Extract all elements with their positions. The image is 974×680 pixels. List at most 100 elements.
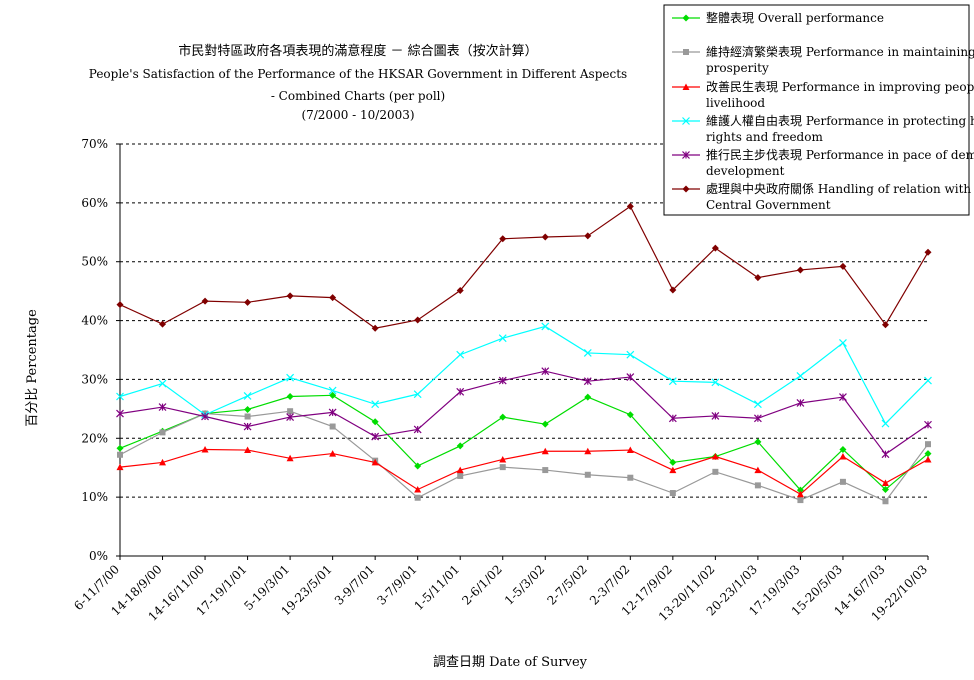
data-point	[584, 447, 592, 455]
data-point	[371, 432, 380, 441]
legend-label: 維持經濟繁榮表現 Performance in maintaining econ…	[706, 44, 974, 75]
data-point	[328, 408, 337, 417]
data-point	[583, 377, 592, 386]
data-point	[796, 266, 804, 274]
data-point	[882, 498, 889, 505]
data-point	[244, 298, 252, 306]
data-point	[924, 376, 932, 385]
legend-label: 改善民生表現 Performance in improving people's…	[706, 79, 974, 110]
data-point	[243, 422, 252, 431]
data-point	[753, 400, 762, 409]
series-line	[119, 410, 929, 503]
x-tick-label: 1-5/3/02	[502, 562, 547, 607]
legend-label: 維護人權自由表現 Performance in protecting human…	[706, 113, 974, 144]
data-point	[371, 418, 379, 426]
y-tick-label: 40%	[81, 314, 108, 328]
y-axis-label: 百分比 Percentage	[25, 309, 40, 427]
series-line	[119, 394, 929, 491]
data-point	[669, 286, 677, 294]
chart-title: 市民對特區政府各項表現的滿意程度 － 綜合圖表（按次計算） People's Sa…	[89, 43, 627, 122]
data-point	[413, 425, 422, 434]
data-point	[683, 49, 689, 55]
data-point	[682, 185, 690, 193]
data-point	[158, 403, 167, 412]
y-tick-label: 0%	[89, 549, 108, 563]
legend-entry: 推行民主步伐表現 Performance in pace of democrat…	[672, 148, 974, 178]
legend-entry: 維持經濟繁榮表現 Performance in maintaining econ…	[672, 44, 974, 75]
y-tick-label: 30%	[81, 372, 108, 386]
data-point	[456, 442, 464, 450]
x-axis-label: 調查日期 Date of Survey	[433, 655, 588, 670]
data-point	[457, 472, 464, 479]
data-point	[754, 274, 762, 282]
data-point	[682, 117, 690, 125]
y-tick-label: 70%	[81, 137, 108, 151]
data-point	[158, 379, 167, 388]
data-point	[626, 350, 635, 359]
data-point	[541, 367, 550, 376]
data-point	[839, 393, 847, 402]
data-point	[682, 14, 690, 22]
data-point	[201, 445, 209, 453]
legend: 整體表現 Overall performance 維持經濟繁榮表現 Perform…	[663, 4, 974, 216]
data-point	[839, 453, 847, 460]
data-point	[244, 405, 252, 413]
series-line	[119, 448, 929, 495]
series-line	[119, 370, 929, 456]
data-point	[881, 419, 890, 428]
data-point	[541, 233, 549, 241]
data-point	[754, 482, 761, 489]
gridlines	[120, 143, 928, 498]
x-tick-label: 1-5/11/01	[411, 562, 462, 613]
data-point	[159, 320, 167, 328]
data-point	[159, 458, 167, 466]
data-point	[796, 490, 804, 498]
data-point	[796, 399, 805, 407]
data-point	[244, 413, 251, 420]
y-tick-label: 20%	[81, 431, 108, 445]
data-point	[839, 262, 847, 270]
y-tick-labels: 0% 10% 20% 30% 40% 50% 60% 70%	[81, 137, 120, 563]
data-point	[159, 429, 166, 436]
data-point	[286, 454, 294, 462]
data-point	[371, 324, 379, 332]
data-point	[626, 411, 634, 419]
data-point	[286, 292, 294, 300]
data-point	[584, 232, 592, 240]
data-point	[682, 83, 690, 90]
data-point	[499, 235, 507, 243]
data-point	[371, 458, 379, 466]
data-point	[414, 462, 422, 470]
x-tick-label: 2-7/5/02	[544, 562, 589, 607]
y-tick-label: 60%	[81, 196, 108, 210]
data-point	[924, 450, 932, 458]
data-point	[499, 413, 507, 421]
data-point	[924, 248, 932, 256]
series-5	[116, 367, 932, 459]
data-point	[711, 378, 720, 387]
data-point	[116, 392, 124, 401]
data-point	[711, 453, 719, 460]
data-point	[328, 386, 337, 395]
data-point	[286, 392, 294, 400]
data-point	[244, 446, 252, 454]
series-2	[117, 408, 931, 505]
data-point	[287, 408, 294, 415]
x-tick-label: 3-9/7/01	[332, 562, 377, 607]
data-point	[881, 321, 889, 329]
data-point	[796, 371, 805, 380]
legend-entry: 整體表現 Overall performance	[672, 10, 884, 25]
data-point	[456, 350, 465, 359]
data-point	[201, 412, 209, 421]
data-point	[201, 297, 209, 305]
data-point	[116, 409, 124, 418]
data-point	[116, 444, 124, 452]
data-point	[414, 494, 421, 501]
data-point	[286, 373, 295, 382]
series-3	[116, 445, 932, 498]
data-point	[498, 376, 507, 385]
data-point	[584, 471, 591, 478]
data-point	[499, 464, 506, 471]
data-point	[329, 423, 336, 430]
